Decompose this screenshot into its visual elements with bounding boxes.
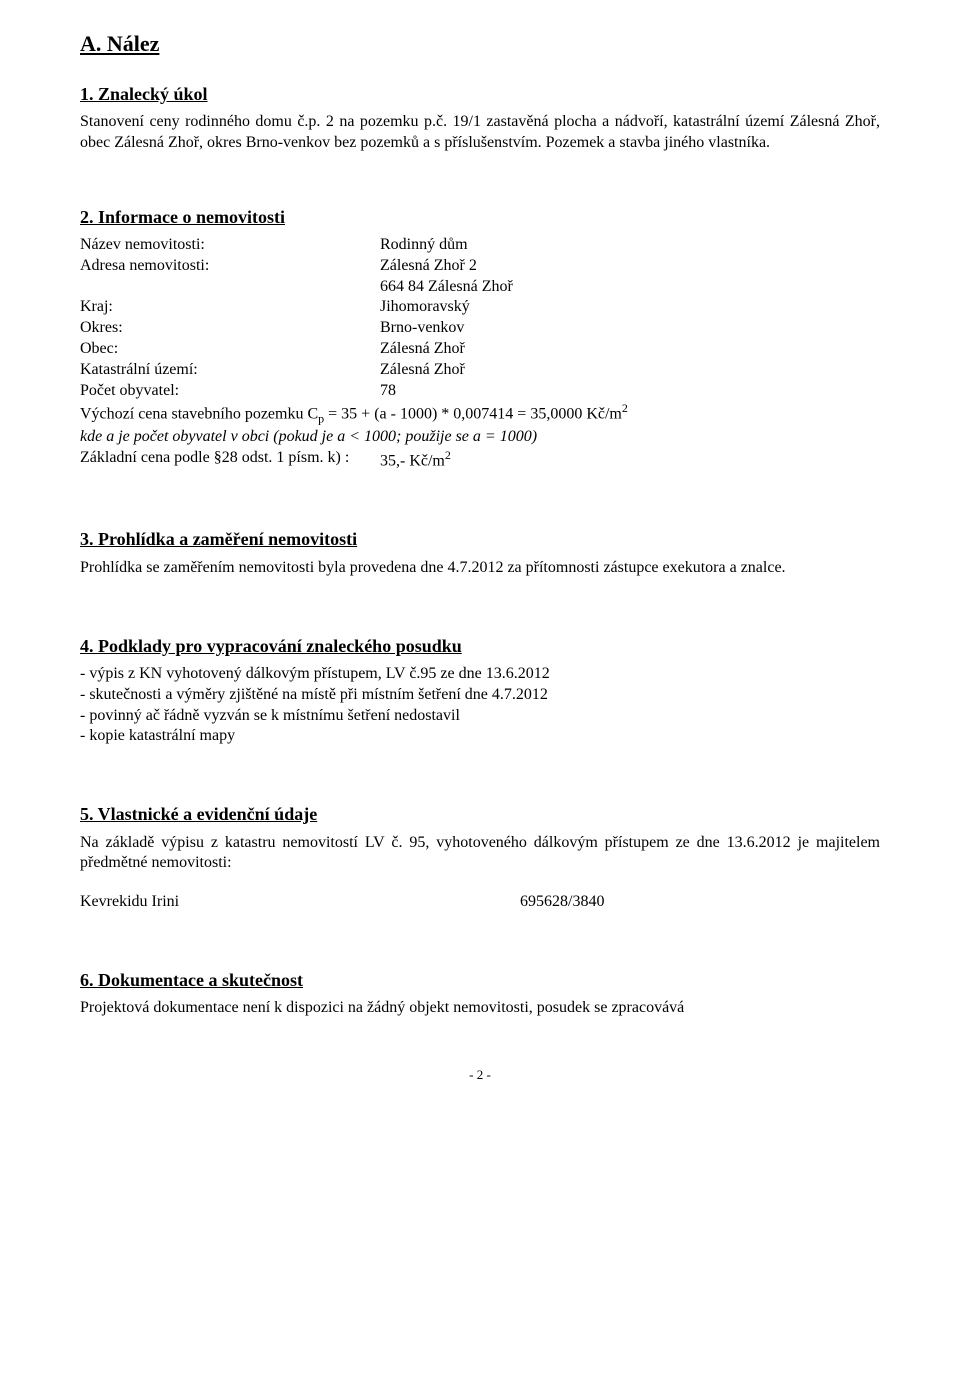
list-item: - skutečnosti a výměry zjištěné na místě… bbox=[80, 685, 880, 706]
info-label: Obec: bbox=[80, 339, 380, 360]
info-value: Jihomoravský bbox=[380, 297, 880, 318]
section-4-title: 4. Podklady pro vypracování znaleckého p… bbox=[80, 635, 880, 658]
info-label: Kraj: bbox=[80, 297, 380, 318]
price-line-3-value: 35,- Kč/m2 bbox=[380, 448, 451, 472]
price-superscript: 2 bbox=[622, 401, 628, 415]
info-row-kraj: Kraj: Jihomoravský bbox=[80, 297, 880, 318]
info-row-okres: Okres: Brno-venkov bbox=[80, 318, 880, 339]
info-label: Název nemovitosti: bbox=[80, 235, 380, 256]
owner-name: Kevrekidu Irini bbox=[80, 892, 520, 913]
section-3: 3. Prohlídka a zaměření nemovitosti Proh… bbox=[80, 528, 880, 578]
info-label: Adresa nemovitosti: bbox=[80, 256, 380, 277]
section-2-title: 2. Informace o nemovitosti bbox=[80, 206, 880, 229]
section-1-text: Stanovení ceny rodinného domu č.p. 2 na … bbox=[80, 112, 880, 154]
section-4: 4. Podklady pro vypracování znaleckého p… bbox=[80, 635, 880, 748]
info-value: Brno-venkov bbox=[380, 318, 880, 339]
section-6: 6. Dokumentace a skutečnost Projektová d… bbox=[80, 969, 880, 1019]
section-2: 2. Informace o nemovitosti Název nemovit… bbox=[80, 206, 880, 473]
section-6-text: Projektová dokumentace není k dispozici … bbox=[80, 998, 880, 1019]
info-label: Počet obyvatel: bbox=[80, 381, 380, 402]
section-5: 5. Vlastnické a evidenční údaje Na zákla… bbox=[80, 803, 880, 913]
section-1-title: 1. Znalecký úkol bbox=[80, 83, 880, 106]
section-3-text: Prohlídka se zaměřením nemovitosti byla … bbox=[80, 558, 880, 579]
section-1: 1. Znalecký úkol Stanovení ceny rodinnéh… bbox=[80, 83, 880, 154]
info-row-adresa2: 664 84 Zálesná Zhoř bbox=[80, 277, 880, 298]
list-item: - kopie katastrální mapy bbox=[80, 726, 880, 747]
price-line-3: Základní cena podle §28 odst. 1 písm. k)… bbox=[80, 448, 880, 472]
list-item: - výpis z KN vyhotovený dálkovým přístup… bbox=[80, 664, 880, 685]
info-value: Rodinný dům bbox=[380, 235, 880, 256]
price-line-3-label: Základní cena podle §28 odst. 1 písm. k)… bbox=[80, 448, 380, 472]
price-line-1-pre: Výchozí cena stavebního pozemku C bbox=[80, 406, 318, 423]
price-line-1-mid: = 35 + (a - 1000) * 0,007414 = 35,0000 K… bbox=[324, 406, 622, 423]
info-label: Okres: bbox=[80, 318, 380, 339]
section-5-text: Na základě výpisu z katastru nemovitostí… bbox=[80, 833, 880, 875]
info-value: Zálesná Zhoř bbox=[380, 360, 880, 381]
info-value: Zálesná Zhoř bbox=[380, 339, 880, 360]
info-row-nazev: Název nemovitosti: Rodinný dům bbox=[80, 235, 880, 256]
info-label: Katastrální území: bbox=[80, 360, 380, 381]
info-row-obec: Obec: Zálesná Zhoř bbox=[80, 339, 880, 360]
info-label bbox=[80, 277, 380, 298]
section-3-title: 3. Prohlídka a zaměření nemovitosti bbox=[80, 528, 880, 551]
info-row-pocet: Počet obyvatel: 78 bbox=[80, 381, 880, 402]
info-row-ku: Katastrální území: Zálesná Zhoř bbox=[80, 360, 880, 381]
page-number: - 2 - bbox=[80, 1067, 880, 1084]
section-5-title: 5. Vlastnické a evidenční údaje bbox=[80, 803, 880, 826]
owner-number: 695628/3840 bbox=[520, 892, 604, 913]
heading-a: A. Nález bbox=[80, 30, 880, 59]
info-value: Zálesná Zhoř 2 bbox=[380, 256, 880, 277]
price-line-1: Výchozí cena stavebního pozemku Cp = 35 … bbox=[80, 401, 880, 427]
info-row-adresa: Adresa nemovitosti: Zálesná Zhoř 2 bbox=[80, 256, 880, 277]
section-6-title: 6. Dokumentace a skutečnost bbox=[80, 969, 880, 992]
info-value: 78 bbox=[380, 381, 880, 402]
list-item: - povinný ač řádně vyzván se k místnímu … bbox=[80, 706, 880, 727]
price-line-2: kde a je počet obyvatel v obci (pokud je… bbox=[80, 427, 880, 448]
price-value-text: 35,- Kč/m bbox=[380, 453, 445, 470]
info-value: 664 84 Zálesná Zhoř bbox=[380, 277, 880, 298]
owner-row: Kevrekidu Irini 695628/3840 bbox=[80, 892, 880, 913]
price-superscript: 2 bbox=[445, 448, 451, 462]
